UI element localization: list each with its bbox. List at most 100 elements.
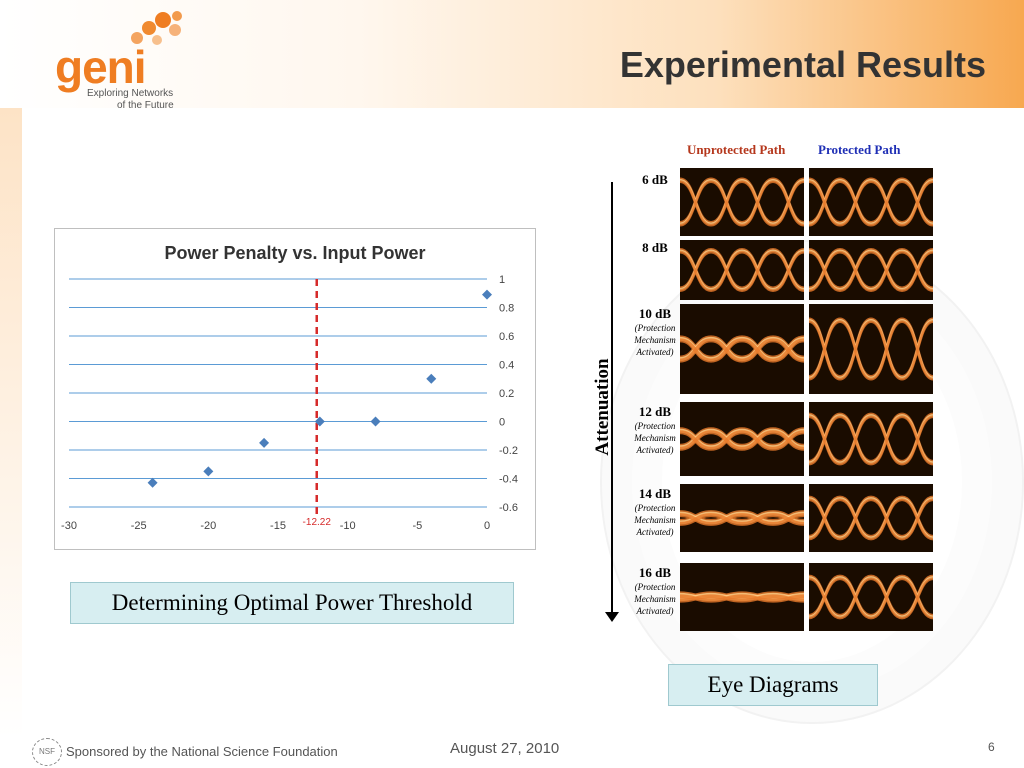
eye-diagram-protected-plot: [809, 412, 933, 466]
eye-trace: [680, 248, 804, 289]
x-tick-label: -15: [270, 520, 286, 532]
eye-trace: [809, 577, 933, 620]
eye-trace: [809, 177, 933, 224]
eye-diagram-unprotected-plot: [680, 510, 804, 526]
eye-diagram-protected-plot: [809, 317, 933, 381]
attenuation-db-value: 6 dB: [642, 172, 668, 187]
eye-trace: [809, 317, 933, 378]
eye-diagram-protected: [809, 484, 933, 552]
power-penalty-chart: Power Penalty vs. Input Power 1 0.8 0.6 0.4…: [54, 228, 536, 550]
eye-trace: [809, 414, 933, 464]
eye-trace: [680, 248, 804, 289]
x-tick-label: -30: [61, 520, 77, 532]
eye-diagram-unprotected: [680, 168, 804, 236]
x-tick-label: -10: [340, 520, 356, 532]
eye-trace: [809, 574, 933, 617]
eye-diagram-unprotected-plot: [680, 177, 804, 227]
attenuation-arrow-shaft: [611, 182, 613, 618]
chart-gridlines: [69, 278, 487, 508]
eye-trace: [809, 318, 933, 380]
protection-note: Activated): [636, 527, 674, 537]
protection-note: Activated): [636, 445, 674, 455]
eye-trace: [680, 338, 804, 363]
attenuation-row-label: 8 dB: [620, 240, 690, 256]
eye-trace: [680, 513, 804, 526]
logo-tagline-2: of the Future: [117, 100, 174, 111]
protection-note: (Protection: [634, 323, 676, 333]
eye-trace: [680, 249, 804, 291]
attenuation-row-label: 6 dB: [620, 172, 690, 188]
protection-note: (Protection: [634, 421, 676, 431]
y-tick-label: -0.6: [499, 502, 518, 514]
eye-trace: [809, 178, 933, 226]
protection-note: (Protection: [634, 582, 676, 592]
eye-diagram-unprotected: [680, 563, 804, 631]
attenuation-db-value: 10 dB: [638, 306, 672, 321]
eye-diagram-unprotected-plot: [680, 335, 804, 363]
attenuation-db-value: 12 dB: [638, 404, 672, 419]
attenuation-arrowhead-icon: [605, 612, 619, 622]
eye-trace: [809, 495, 933, 538]
eye-trace: [809, 320, 933, 381]
eye-trace: [809, 180, 933, 227]
eye-diagram-unprotected-plot: [680, 427, 804, 451]
data-point-marker: [314, 416, 325, 427]
protection-note: Mechanism: [634, 335, 676, 345]
data-points: [147, 289, 492, 488]
eye-trace: [680, 178, 804, 226]
eye-trace: [809, 249, 933, 291]
eye-diagram-protected-plot: [809, 495, 933, 541]
eye-trace: [809, 251, 933, 292]
y-tick-label: 1: [499, 274, 505, 286]
eye-trace: [809, 412, 933, 463]
caption-power-threshold: Determining Optimal Power Threshold: [70, 582, 514, 624]
eye-diagram-protected: [809, 304, 933, 394]
y-tick-label: -0.4: [499, 474, 518, 486]
eye-trace: [809, 251, 933, 292]
y-tick-label: -0.2: [499, 445, 518, 457]
attenuation-db-value: 8 dB: [642, 240, 668, 255]
data-point-marker: [370, 416, 381, 427]
eye-trace: [809, 414, 933, 464]
eye-trace: [809, 577, 933, 620]
attenuation-label: Attenuation: [592, 358, 613, 456]
eye-trace: [680, 249, 804, 291]
eye-trace: [680, 594, 804, 603]
eye-trace: [809, 248, 933, 289]
y-tick-label: 0.6: [499, 331, 514, 343]
footer-sponsor: Sponsored by the National Science Founda…: [66, 744, 338, 759]
eye-trace: [809, 576, 933, 618]
threshold-label: -12.22: [303, 517, 332, 528]
eye-trace: [680, 180, 804, 227]
eye-trace: [809, 495, 933, 538]
y-tick-label: 0: [499, 417, 505, 429]
eye-trace: [809, 317, 933, 378]
eye-trace: [809, 574, 933, 617]
eye-trace: [809, 497, 933, 539]
protection-note: (Protection: [634, 503, 676, 513]
attenuation-db-value: 14 dB: [638, 486, 672, 501]
data-point-marker: [203, 466, 214, 477]
threshold-marker: -12.22: [303, 279, 332, 528]
eye-diagram-protected-plot: [809, 574, 933, 620]
logo-tagline-1: Exploring Networks: [87, 88, 174, 99]
data-point-marker: [426, 373, 437, 384]
eye-diagram-protected: [809, 563, 933, 631]
eye-diagram-unprotected: [680, 484, 804, 552]
y-tick-label: 0.4: [499, 360, 514, 372]
data-point-marker: [147, 477, 158, 488]
eye-diagram-unprotected: [680, 304, 804, 394]
page-number: 6: [988, 740, 995, 754]
logo-wordmark: geni: [55, 41, 147, 93]
column-header-protected: Protected Path: [818, 142, 901, 157]
eye-trace: [809, 177, 933, 224]
page-title: Experimental Results: [619, 44, 986, 85]
eye-trace: [809, 498, 933, 541]
eye-trace: [809, 318, 933, 380]
x-tick-label: -20: [200, 520, 216, 532]
data-point-marker: [482, 289, 492, 300]
eye-diagram-protected-plot: [809, 177, 933, 227]
protection-note: Mechanism: [634, 515, 676, 525]
footer-date: August 27, 2010: [450, 740, 560, 757]
chart-svg: Power Penalty vs. Input Power 1 0.8 0.6 0.4…: [61, 243, 518, 532]
